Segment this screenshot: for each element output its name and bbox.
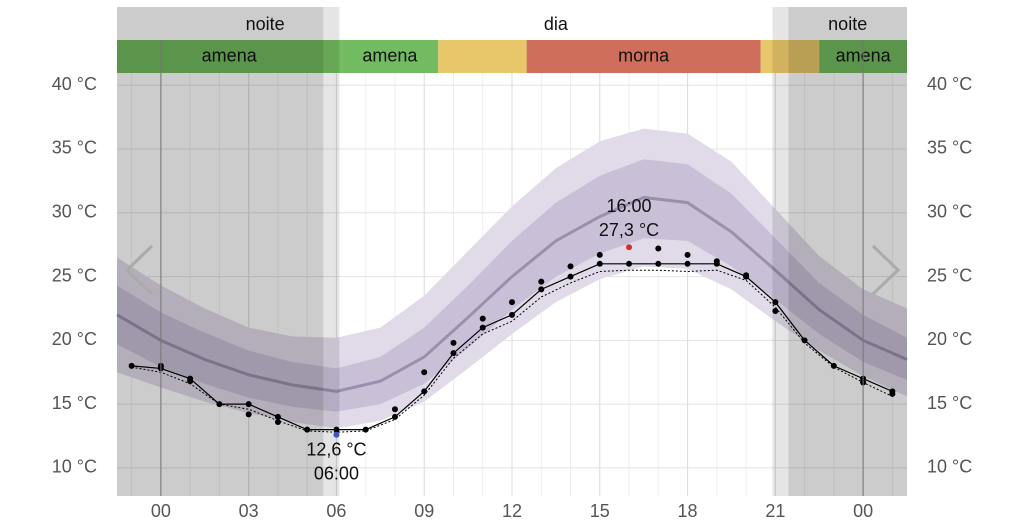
extreme-point [333,431,340,438]
point [743,272,750,279]
point [538,286,545,293]
point [596,260,603,267]
point [450,339,457,346]
x-tick-label: 21 [765,501,785,521]
annotation-value: 12,6 °C [306,440,366,460]
y-tick-label-right: 20 °C [927,329,972,349]
point [596,251,603,258]
point [304,426,311,433]
comfort-band [438,40,527,73]
comfort-band [341,40,439,73]
comfort-band [760,40,820,73]
comfort-label: amena [362,45,418,65]
prev-arrow[interactable] [124,244,154,296]
x-tick-label: 00 [151,501,171,521]
point [391,406,398,413]
comfort-label: morna [618,45,670,65]
y-tick-label-right: 25 °C [927,265,972,285]
point [391,413,398,420]
dotted-line [131,269,893,433]
point [684,260,691,267]
point [245,411,252,418]
point [713,258,720,265]
plot: amenaamenamornaamena10 °C10 °C15 °C15 °C… [52,7,972,521]
y-tick-label: 40 °C [52,74,97,94]
point [421,369,428,376]
point [684,251,691,258]
point [274,419,281,426]
point [450,350,457,357]
annotation-time: 16:00 [607,196,652,216]
extreme-point [626,244,633,251]
y-tick-label-right: 15 °C [927,393,972,413]
chevron-right[interactable] [871,244,901,296]
y-tick-label: 15 °C [52,393,97,413]
point [889,390,896,397]
comfort-label: amena [202,45,258,65]
point [421,388,428,395]
point [187,378,194,385]
point [479,315,486,322]
y-tick-label-right: 35 °C [927,138,972,158]
point [333,426,340,433]
point [567,263,574,270]
x-tick-label: 00 [853,501,873,521]
y-tick-label: 35 °C [52,138,97,158]
x-tick-label: 09 [414,501,434,521]
period-label: noite [828,14,867,34]
comfort-band [526,40,761,73]
point [509,311,515,318]
twilight-shade [772,7,789,496]
next-arrow[interactable] [871,244,901,296]
y-tick-label-right: 40 °C [927,74,972,94]
mean-line [116,195,908,393]
point [509,299,515,306]
point [626,260,633,267]
y-tick-label-right: 10 °C [927,457,972,477]
annotation-value: 27,3 °C [599,220,659,240]
chevron-left[interactable] [124,244,154,296]
twilight-shade [323,7,340,496]
inner-band [117,159,907,412]
x-tick-label: 15 [590,501,610,521]
y-tick-label: 10 °C [52,457,97,477]
period-label: noite [246,14,285,34]
point [245,401,252,408]
x-tick-label: 06 [326,501,346,521]
point [479,324,486,331]
x-tick-label: 18 [678,501,698,521]
period-label: dia [544,14,569,34]
annotation-time: 06:00 [314,464,359,484]
point [772,308,779,315]
x-tick-label: 03 [239,501,259,521]
point [274,413,281,420]
y-tick-label: 20 °C [52,329,97,349]
y-tick-label: 30 °C [52,202,97,222]
night-shade [788,7,907,496]
point [567,273,574,280]
point [655,260,662,267]
x-tick-label: 12 [502,501,522,521]
point [538,278,545,285]
y-tick-label-right: 30 °C [927,202,972,222]
y-tick-label: 25 °C [52,265,97,285]
night-shade [117,7,324,496]
point [655,245,662,252]
comfort-band [117,40,342,73]
point [772,299,779,306]
